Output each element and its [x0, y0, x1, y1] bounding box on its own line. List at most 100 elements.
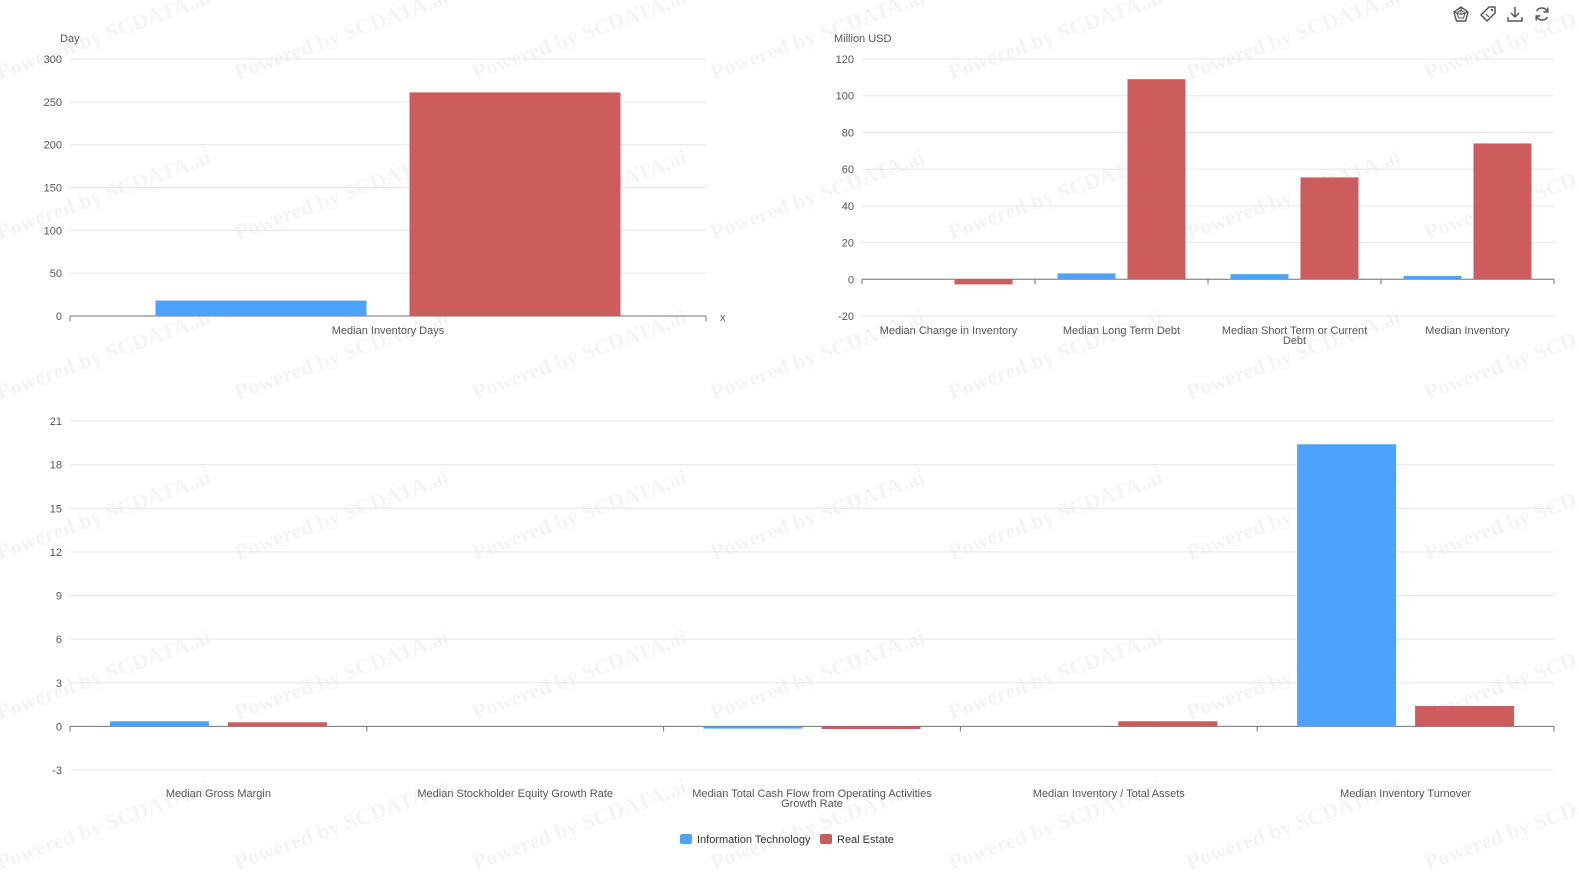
bar-real-estate[interactable]: [1118, 721, 1218, 727]
x-category-label: Median Short Term or Current Debt: [1222, 325, 1367, 347]
x-category-label: Median Long Term Debt: [1063, 325, 1180, 337]
bar-information-technology[interactable]: [1230, 274, 1289, 280]
bar-information-technology[interactable]: [703, 726, 803, 729]
legend-item[interactable]: Information Technology: [680, 834, 811, 846]
chart-ratios: -3 0 3 6 9 12 15 18 21 Median Gross Margin Median …: [50, 416, 1555, 810]
x-category-label: Median Inventory Days: [332, 325, 445, 337]
y-tick-label: 15: [50, 503, 62, 515]
y-tick-label: 80: [842, 127, 854, 139]
x-category-label-line: Median Gross Margin: [166, 788, 271, 800]
legend-swatch: [820, 834, 832, 844]
x-category-label: Median Change in Inventory: [880, 325, 1018, 337]
x-category-label: Median Inventory: [1425, 325, 1510, 337]
y-tick-label: 100: [44, 225, 62, 237]
x-category-label: Median Total Cash Flow from Operating Ac…: [692, 788, 932, 810]
x-category-label-line: Median Inventory Days: [332, 325, 445, 337]
watermark-text: Powered by SCDATA.ai: [469, 0, 689, 85]
x-category-label: Median Inventory Turnover: [1340, 788, 1471, 800]
x-category-label-line: Debt: [1283, 335, 1306, 347]
bar-real-estate[interactable]: [1127, 79, 1186, 280]
bar-real-estate[interactable]: [954, 279, 1013, 285]
x-category-label-line: Growth Rate: [781, 798, 843, 810]
legend: Information Technology Real Estate: [680, 834, 894, 846]
y-tick-label: 20: [842, 238, 854, 250]
x-category-label: Median Gross Margin: [166, 788, 271, 800]
y-axis-unit: Day: [60, 33, 80, 45]
watermark-text: Powered by SCDATA.ai: [469, 304, 689, 405]
watermark-text: Powered by SCDATA.ai: [0, 144, 214, 245]
legend-label: Information Technology: [697, 834, 811, 846]
bar-information-technology[interactable]: [155, 300, 367, 316]
y-tick-label: 300: [44, 54, 62, 66]
bar-real-estate[interactable]: [409, 92, 621, 316]
toolbar: [1452, 5, 1551, 23]
x-category-label-line: Median Total Cash Flow from Operating Ac…: [692, 788, 932, 800]
y-tick-label: 3: [56, 678, 62, 690]
watermark-text: Powered by SCDATA.ai: [945, 0, 1165, 85]
bar-information-technology[interactable]: [1403, 275, 1462, 280]
y-tick-label: 6: [56, 634, 62, 646]
watermark-text: Powered by SCDATA.ai: [1183, 144, 1403, 245]
x-category-label-line: Median Inventory Turnover: [1340, 788, 1471, 800]
bar-real-estate[interactable]: [821, 726, 921, 729]
x-category-label: Median Stockholder Equity Growth Rate: [417, 788, 613, 800]
watermark-text: Powered by SCDATA.ai: [707, 144, 927, 245]
y-tick-label: -3: [52, 765, 62, 777]
watermark-text: Powered by SCDATA.ai: [1183, 304, 1403, 405]
y-axis-unit: Million USD: [834, 33, 892, 45]
y-tick-label: 100: [836, 91, 854, 103]
x-category-label-line: Median Long Term Debt: [1063, 325, 1180, 337]
refresh-icon[interactable]: [1533, 5, 1551, 23]
y-tick-label: 0: [848, 274, 854, 286]
radar-icon[interactable]: [1452, 5, 1470, 23]
x-category-label-line: Median Change in Inventory: [880, 325, 1018, 337]
watermark-text: Powered by SCDATA.ai: [0, 464, 214, 565]
watermark-text: Powered by SCDATA.ai: [945, 464, 1165, 565]
watermark-text: Powered by SCDATA.ai: [707, 464, 927, 565]
x-category-label: Median Inventory / Total Assets: [1033, 788, 1186, 800]
y-tick-label: 18: [50, 460, 62, 472]
y-tick-label: 120: [836, 54, 854, 66]
watermark-text: Powered by SCDATA.ai: [707, 0, 927, 85]
watermark-text: Powered by SCDATA.ai: [945, 304, 1165, 405]
watermark-text: Powered by SCDATA.ai: [0, 0, 214, 85]
y-tick-label: -20: [838, 311, 854, 323]
y-tick-label: 21: [50, 416, 62, 428]
watermark-text: Powered by SCDATA.ai: [231, 464, 451, 565]
x-category-label-line: Median Stockholder Equity Growth Rate: [417, 788, 613, 800]
x-axis-name: x: [720, 312, 726, 324]
bar-real-estate[interactable]: [1473, 143, 1532, 280]
y-tick-label: 60: [842, 164, 854, 176]
tag-icon[interactable]: [1479, 5, 1497, 23]
chart-inventory-days: Day 0 50 100 150 200 250 300 Median Inventory Da…: [44, 33, 726, 337]
legend-label: Real Estate: [837, 834, 894, 846]
y-tick-label: 50: [50, 268, 62, 280]
y-tick-label: 40: [842, 201, 854, 213]
bar-real-estate[interactable]: [227, 722, 327, 727]
bar-information-technology[interactable]: [1297, 444, 1397, 727]
bar-information-technology[interactable]: [109, 721, 209, 727]
y-tick-label: 9: [56, 591, 62, 603]
x-category-label-line: Median Inventory: [1425, 325, 1510, 337]
legend-swatch: [680, 834, 692, 844]
y-tick-label: 150: [44, 183, 62, 195]
bar-information-technology[interactable]: [1057, 273, 1116, 280]
y-tick-label: 250: [44, 97, 62, 109]
watermark-text: Powered by SCDATA.ai: [0, 304, 214, 405]
y-tick-label: 0: [56, 721, 62, 733]
chart-million-usd: Million USD -20 0 20 40 60 80 100 120 Median Chan…: [834, 33, 1555, 347]
watermark-text: Powered by SCDATA.ai: [707, 304, 927, 405]
watermark-text: Powered by SCDATA.ai: [1183, 0, 1403, 85]
watermark-text: Powered by SCDATA.ai: [1421, 464, 1579, 565]
watermark-text: Powered by SCDATA.ai: [469, 464, 689, 565]
x-category-label-line: Median Inventory / Total Assets: [1033, 788, 1186, 800]
legend-item[interactable]: Real Estate: [820, 834, 894, 846]
y-tick-label: 200: [44, 140, 62, 152]
watermark-text: Powered by SCDATA.ai: [231, 304, 451, 405]
download-icon[interactable]: [1506, 5, 1524, 23]
y-tick-label: 0: [56, 311, 62, 323]
bar-real-estate[interactable]: [1300, 177, 1359, 280]
bar-real-estate[interactable]: [1415, 706, 1515, 727]
watermark-text: Powered by SCDATA.ai: [231, 0, 451, 85]
